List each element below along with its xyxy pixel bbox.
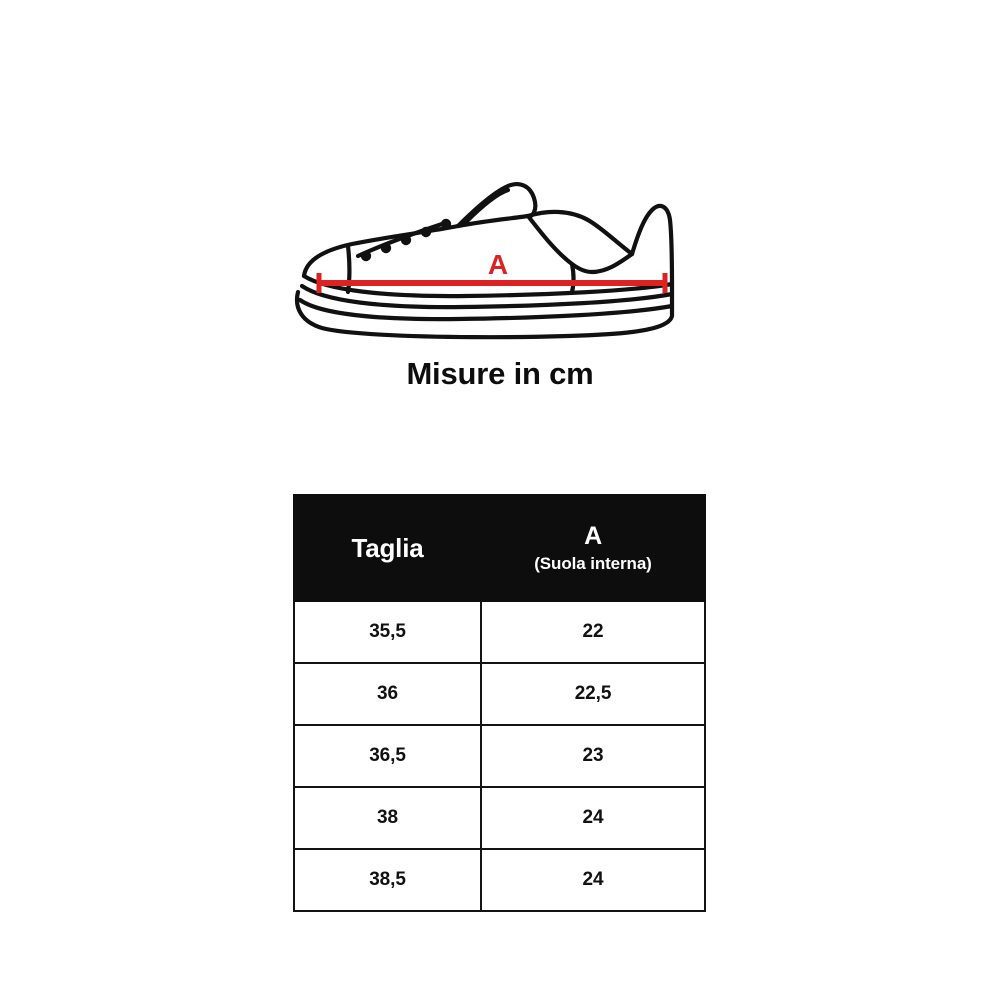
cell-a: 24: [480, 848, 706, 912]
size-table-header: Taglia A (Suola interna): [293, 494, 706, 602]
tongue-flap-path: [455, 181, 538, 229]
eyelet-3: [400, 234, 412, 246]
heel-collar-swoop: [525, 209, 635, 257]
eyelet-4: [420, 226, 432, 238]
measurement-label-a: A: [488, 249, 508, 280]
eyelet-2: [380, 242, 392, 254]
sneaker-side-view-svg: A: [294, 181, 675, 340]
table-row: 38 24: [293, 786, 706, 850]
table-row: 38,5 24: [293, 848, 706, 912]
heel-tab-path: [629, 203, 675, 291]
table-row: 35,5 22: [293, 600, 706, 664]
cell-a: 22: [480, 600, 706, 664]
header-a-sub-label: (Suola interna): [534, 554, 652, 574]
tongue-fold-line: [463, 187, 511, 225]
header-row: Taglia A (Suola interna): [293, 494, 706, 602]
size-table-body: 35,5 22 36 22,5 36,5 23 38 24 38,5 24: [293, 600, 706, 912]
midsole-stripe-2: [299, 283, 675, 310]
cell-taglia: 36: [293, 662, 482, 726]
quarter-seam: [569, 261, 576, 295]
cell-a: 23: [480, 724, 706, 788]
midsole-stripe-1: [297, 297, 675, 322]
table-row: 36 22,5: [293, 662, 706, 726]
header-cell-a: A (Suola interna): [480, 494, 706, 602]
cell-a: 22,5: [480, 662, 706, 726]
cell-taglia: 35,5: [293, 600, 482, 664]
cell-taglia: 38: [293, 786, 482, 850]
cell-taglia: 36,5: [293, 724, 482, 788]
heel-counter-lower: [589, 251, 635, 275]
vamp-line: [455, 213, 531, 229]
size-table-container: Taglia A (Suola interna) 35,5 22 36 22,5: [293, 494, 706, 912]
size-table: Taglia A (Suola interna) 35,5 22 36 22,5: [293, 494, 706, 912]
shoe-outline-group: [294, 181, 675, 340]
outsole-bottom-path: [294, 285, 675, 340]
cell-taglia: 38,5: [293, 848, 482, 912]
quarter-panel-curve: [525, 213, 595, 275]
toecap-seam: [345, 243, 352, 295]
cell-a: 24: [480, 786, 706, 850]
lace-eyelets-group: [360, 218, 452, 262]
shoe-illustration: A: [280, 160, 700, 350]
midsole-top-edge: [301, 273, 675, 299]
caption-misure-in-cm: Misure in cm: [406, 356, 594, 391]
header-a-main-label: A: [584, 521, 602, 550]
header-cell-taglia: Taglia: [293, 494, 482, 602]
eyelet-5: [440, 218, 452, 230]
table-row: 36,5 23: [293, 724, 706, 788]
measurement-line-group: [316, 273, 668, 293]
toe-upper-path: [301, 223, 461, 279]
eyelet-1: [360, 250, 372, 262]
